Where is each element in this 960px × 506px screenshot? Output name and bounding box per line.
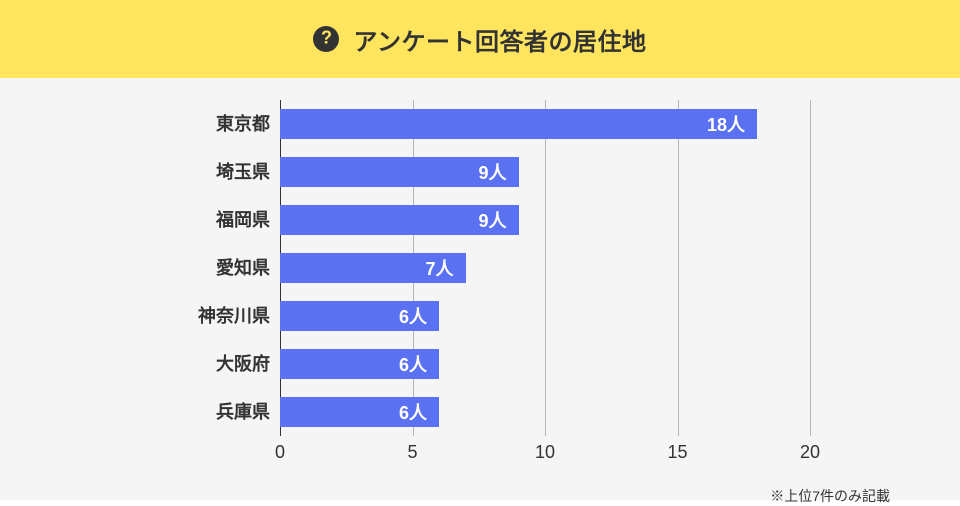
bar-row: 福岡県9人 [280, 196, 810, 244]
bar: 6人 [280, 349, 439, 379]
bar: 6人 [280, 397, 439, 427]
question-circle-icon [313, 26, 339, 52]
x-tick-label: 0 [275, 442, 285, 463]
plot-region: 05101520東京都18人埼玉県9人福岡県9人愛知県7人神奈川県6人大阪府6人… [280, 100, 810, 472]
bar-row: 大阪府6人 [280, 340, 810, 388]
chart-title: アンケート回答者の居住地 [353, 22, 646, 57]
x-tick-label: 20 [800, 442, 820, 463]
y-axis-label: 愛知県 [70, 244, 270, 292]
bar: 9人 [280, 205, 519, 235]
chart-footnote: ※上位7件のみ記載 [770, 486, 890, 506]
bar: 6人 [280, 301, 439, 331]
y-axis-label: 兵庫県 [70, 388, 270, 436]
chart-header: アンケート回答者の居住地 [0, 0, 960, 78]
bar-row: 愛知県7人 [280, 244, 810, 292]
x-tick-label: 15 [667, 442, 687, 463]
bar: 9人 [280, 157, 519, 187]
y-axis-label: 福岡県 [70, 196, 270, 244]
bar-row: 埼玉県9人 [280, 148, 810, 196]
gridline [810, 100, 811, 436]
y-axis-label: 神奈川県 [70, 292, 270, 340]
bar-row: 東京都18人 [280, 100, 810, 148]
y-axis-label: 東京都 [70, 100, 270, 148]
bar: 7人 [280, 253, 466, 283]
x-tick-label: 10 [535, 442, 555, 463]
y-axis-label: 大阪府 [70, 340, 270, 388]
chart-area: 05101520東京都18人埼玉県9人福岡県9人愛知県7人神奈川県6人大阪府6人… [0, 78, 960, 500]
bar: 18人 [280, 109, 757, 139]
y-axis-label: 埼玉県 [70, 148, 270, 196]
bar-row: 兵庫県6人 [280, 388, 810, 436]
x-tick-label: 5 [407, 442, 417, 463]
bar-row: 神奈川県6人 [280, 292, 810, 340]
